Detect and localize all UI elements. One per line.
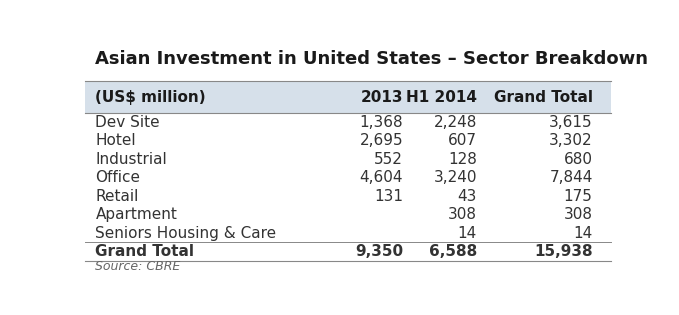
Text: 14: 14 (574, 226, 593, 241)
Text: 680: 680 (564, 152, 593, 167)
Text: 7,844: 7,844 (549, 170, 593, 185)
Text: Seniors Housing & Care: Seniors Housing & Care (95, 226, 276, 241)
Text: 552: 552 (374, 152, 403, 167)
Text: 2013: 2013 (361, 90, 403, 105)
Text: 9,350: 9,350 (355, 244, 403, 259)
Text: 4,604: 4,604 (360, 170, 403, 185)
Text: Apartment: Apartment (95, 207, 177, 222)
Text: 15,938: 15,938 (534, 244, 593, 259)
Text: 43: 43 (458, 189, 477, 204)
Text: Dev Site: Dev Site (95, 115, 160, 130)
Text: Retail: Retail (95, 189, 139, 204)
Text: 6,588: 6,588 (428, 244, 477, 259)
Text: 308: 308 (564, 207, 593, 222)
Text: 607: 607 (448, 133, 477, 148)
Text: H1 2014: H1 2014 (406, 90, 477, 105)
Text: 128: 128 (448, 152, 477, 167)
Text: 131: 131 (374, 189, 403, 204)
Text: Source: CBRE: Source: CBRE (95, 260, 181, 273)
Text: Hotel: Hotel (95, 133, 136, 148)
Text: Grand Total: Grand Total (494, 90, 593, 105)
Text: 3,615: 3,615 (549, 115, 593, 130)
Text: 2,248: 2,248 (433, 115, 477, 130)
Bar (85, 82, 611, 113)
Text: Grand Total: Grand Total (95, 244, 194, 259)
Text: 14: 14 (458, 226, 477, 241)
Text: Industrial: Industrial (95, 152, 167, 167)
Text: (US$ million): (US$ million) (95, 90, 206, 105)
Text: 175: 175 (564, 189, 593, 204)
Text: Office: Office (95, 170, 141, 185)
Text: 308: 308 (448, 207, 477, 222)
Text: 3,302: 3,302 (549, 133, 593, 148)
Text: 3,240: 3,240 (433, 170, 477, 185)
Text: 1,368: 1,368 (360, 115, 403, 130)
Text: Asian Investment in United States – Sector Breakdown: Asian Investment in United States – Sect… (95, 50, 648, 68)
Text: 2,695: 2,695 (360, 133, 403, 148)
